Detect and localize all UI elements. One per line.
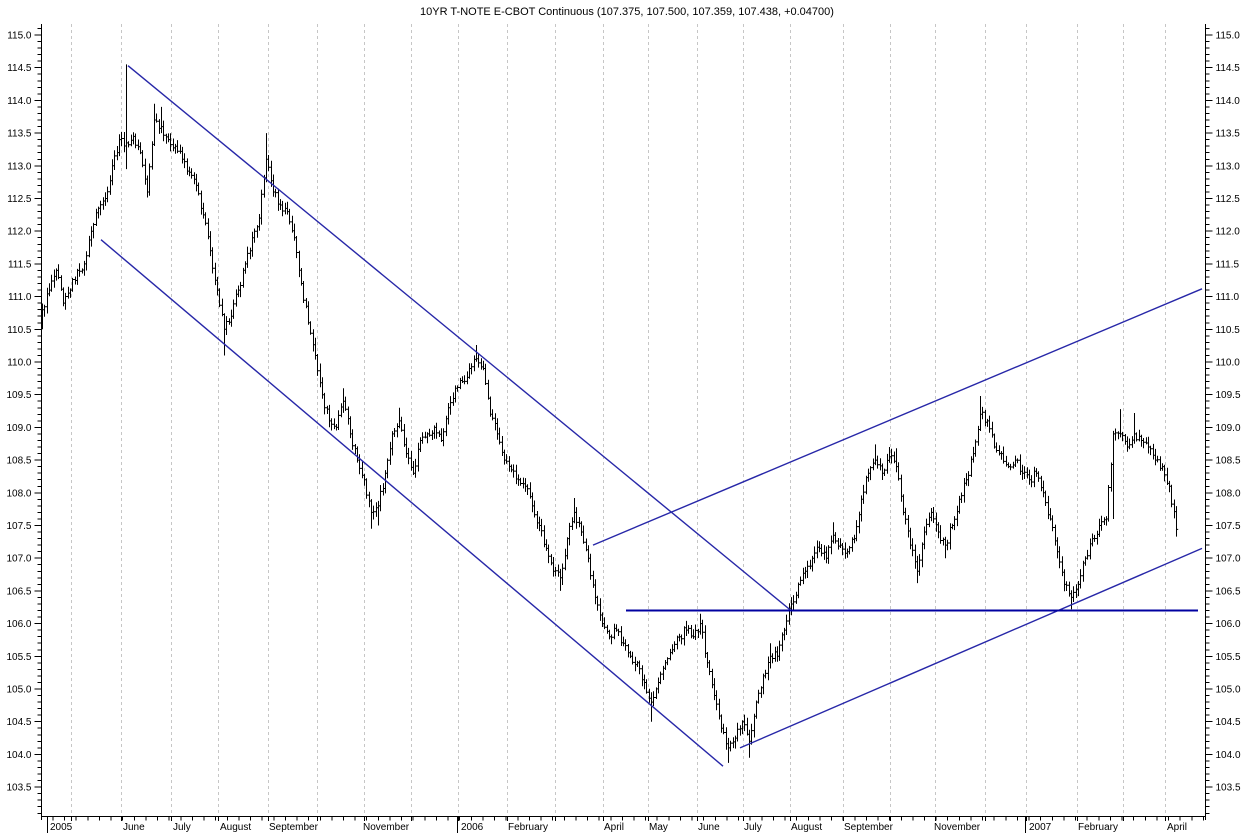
y-axis-label-right: 108.0 — [1216, 488, 1241, 499]
price-series-bars — [40, 64, 1179, 763]
y-axis-label-right: 109.0 — [1216, 423, 1241, 434]
x-axis-year-label: 2007 — [1029, 822, 1052, 833]
y-axis-label-right: 110.5 — [1216, 325, 1241, 336]
y-axis-label-left: 113.5 — [7, 129, 32, 140]
axes-layer — [34, 24, 1213, 833]
y-axis-label-left: 107.0 — [6, 554, 31, 565]
y-axis-label-left: 104.5 — [6, 717, 31, 728]
y-axis-label-left: 106.5 — [6, 586, 31, 597]
x-axis-month-label: September — [269, 822, 319, 833]
y-axis-label-left: 112.5 — [7, 194, 32, 205]
y-axis-label-left: 109.5 — [6, 390, 31, 401]
y-axis-label-right: 107.0 — [1216, 554, 1241, 565]
y-axis-label-left: 108.5 — [6, 456, 31, 467]
trendline-downtrend-lower — [100, 239, 724, 767]
price-series-layer — [40, 64, 1179, 763]
y-axis-label-right: 111.5 — [1216, 259, 1240, 270]
x-axis-month-label: February — [1078, 822, 1118, 833]
y-axis-label-right: 112.5 — [1216, 194, 1241, 205]
trendline-downtrend-upper — [127, 65, 792, 612]
y-axis-label-left: 112.0 — [7, 227, 32, 238]
y-axis-label-right: 110.0 — [1216, 358, 1241, 369]
x-axis-month-label: April — [1167, 822, 1187, 833]
y-axis-label-left: 103.5 — [6, 783, 31, 794]
y-axis-label-left: 105.5 — [6, 652, 31, 663]
x-axis-month-label: November — [934, 822, 981, 833]
x-axis-month-label: June — [698, 822, 720, 833]
y-axis-label-left: 114.0 — [7, 96, 32, 107]
y-axis-label-left: 110.0 — [7, 358, 32, 369]
y-axis-label-right: 113.0 — [1216, 161, 1241, 172]
y-axis-label-left: 104.0 — [6, 750, 31, 761]
x-axis-month-label: June — [123, 822, 145, 833]
month-gridlines-layer — [71, 24, 1166, 816]
chart-title: 10YR T-NOTE E-CBOT Continuous (107.375, … — [420, 6, 834, 18]
y-axis-label-right: 113.5 — [1216, 129, 1241, 140]
y-axis-label-right: 104.5 — [1216, 717, 1241, 728]
axis-labels-layer: 103.5 103.5 104.0 104.0 104.5 104.5 105.0 105.0… — [6, 31, 1240, 834]
y-axis-label-right: 112.0 — [1216, 227, 1241, 238]
x-axis-month-label: September — [844, 822, 894, 833]
y-axis-label-left: 115.0 — [7, 31, 32, 42]
y-axis-label-left: 108.0 — [6, 488, 31, 499]
x-axis-month-label: February — [508, 822, 548, 833]
y-axis-label-left: 109.0 — [6, 423, 31, 434]
x-axis-month-label: May — [649, 822, 668, 833]
trendlines-layer — [100, 65, 1203, 767]
y-axis-label-left: 110.5 — [7, 325, 32, 336]
x-axis-month-label: August — [220, 822, 251, 833]
y-axis-label-left: 107.5 — [6, 521, 31, 532]
y-axis-label-left: 113.0 — [7, 161, 32, 172]
x-axis-month-label: April — [604, 822, 624, 833]
x-axis-year-label: 2006 — [461, 822, 484, 833]
y-axis-label-right: 114.5 — [1216, 63, 1241, 74]
y-axis-label-right: 106.5 — [1216, 586, 1241, 597]
y-axis-label-right: 105.0 — [1216, 685, 1241, 696]
y-axis-label-right: 115.0 — [1216, 31, 1241, 42]
trendline-uptrend-lower — [739, 547, 1203, 749]
y-axis-label-right: 104.0 — [1216, 750, 1241, 761]
y-axis-label-right: 109.5 — [1216, 390, 1241, 401]
y-axis-label-right: 114.0 — [1216, 96, 1241, 107]
y-axis-label-left: 111.0 — [8, 292, 32, 303]
y-axis-label-left: 106.0 — [6, 619, 31, 630]
x-axis-month-label: July — [744, 822, 762, 833]
y-axis-label-right: 106.0 — [1216, 619, 1241, 630]
x-axis-month-label: August — [791, 822, 822, 833]
x-axis-month-label: November — [363, 822, 410, 833]
y-axis-label-left: 114.5 — [7, 63, 32, 74]
y-axis-label-left: 105.0 — [6, 685, 31, 696]
trendline-uptrend-upper — [592, 288, 1203, 546]
x-axis-month-label: July — [173, 822, 191, 833]
y-axis-label-right: 111.0 — [1216, 292, 1240, 303]
y-axis-label-right: 108.5 — [1216, 456, 1241, 467]
x-axis-year-label: 2005 — [50, 822, 73, 833]
y-axis-label-left: 111.5 — [8, 259, 32, 270]
y-axis-label-right: 103.5 — [1216, 783, 1241, 794]
y-axis-label-right: 107.5 — [1216, 521, 1241, 532]
y-axis-label-right: 105.5 — [1216, 652, 1241, 663]
